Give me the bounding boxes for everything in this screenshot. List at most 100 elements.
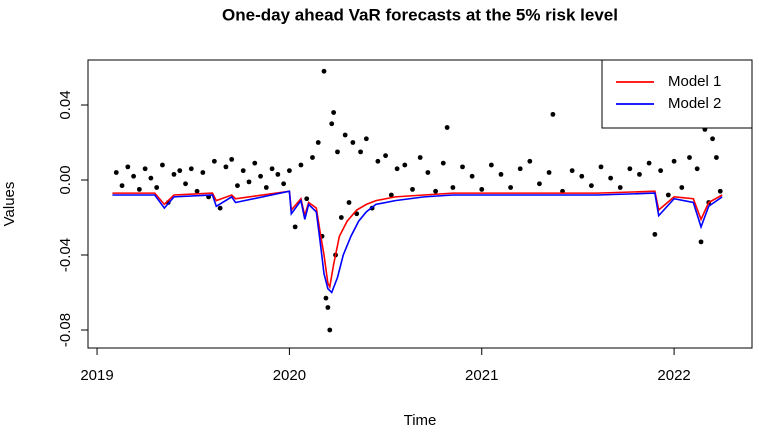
data-point bbox=[113, 170, 119, 175]
data-point bbox=[425, 170, 431, 175]
data-point bbox=[325, 305, 331, 310]
data-point bbox=[444, 125, 450, 130]
data-point bbox=[608, 175, 614, 181]
data-point bbox=[469, 173, 475, 179]
legend-label: Model 2 bbox=[668, 95, 721, 112]
y-tick-label: 0.00 bbox=[57, 165, 74, 194]
data-point bbox=[498, 171, 504, 177]
data-point bbox=[658, 168, 664, 174]
y-tick-label: -0.08 bbox=[57, 313, 74, 347]
data-point bbox=[154, 185, 160, 190]
data-point bbox=[292, 224, 298, 230]
data-point bbox=[211, 158, 217, 164]
data-point bbox=[627, 166, 633, 172]
data-point bbox=[358, 149, 363, 155]
data-point bbox=[388, 192, 394, 198]
data-point bbox=[671, 158, 677, 164]
data-point bbox=[546, 170, 552, 175]
data-point bbox=[342, 132, 348, 138]
data-point bbox=[440, 160, 446, 166]
x-tick-label: 2022 bbox=[657, 367, 690, 384]
data-point bbox=[410, 186, 415, 192]
data-point bbox=[460, 164, 465, 170]
data-point bbox=[281, 181, 287, 187]
data-point bbox=[383, 153, 388, 159]
data-point bbox=[537, 181, 542, 187]
data-point bbox=[346, 200, 352, 205]
data-point bbox=[217, 205, 223, 211]
x-axis-label: Time bbox=[404, 412, 437, 429]
data-point bbox=[183, 181, 188, 187]
data-point bbox=[375, 158, 381, 164]
data-point bbox=[335, 149, 340, 155]
y-tick-label: 0.04 bbox=[57, 90, 74, 119]
data-point bbox=[598, 164, 604, 170]
data-point bbox=[714, 155, 719, 160]
data-point bbox=[698, 239, 704, 245]
x-tick-label: 2021 bbox=[465, 367, 498, 384]
data-point bbox=[710, 136, 715, 142]
data-point bbox=[119, 183, 125, 189]
data-point bbox=[275, 171, 281, 177]
data-point bbox=[508, 185, 513, 190]
data-point bbox=[194, 188, 200, 194]
data-point bbox=[687, 155, 692, 160]
data-point bbox=[329, 121, 335, 127]
series-line bbox=[112, 190, 723, 290]
x-tick-label: 2019 bbox=[80, 367, 113, 384]
data-point bbox=[665, 192, 671, 198]
data-point bbox=[450, 185, 456, 190]
data-point bbox=[433, 188, 438, 194]
data-point bbox=[136, 186, 142, 192]
data-point bbox=[331, 110, 337, 115]
data-point bbox=[323, 295, 329, 301]
data-point bbox=[148, 175, 154, 181]
data-point bbox=[286, 168, 292, 174]
data-point bbox=[304, 196, 310, 202]
data-point bbox=[125, 164, 131, 170]
data-point bbox=[298, 162, 304, 168]
x-tick-label: 2020 bbox=[273, 367, 306, 384]
data-point bbox=[235, 183, 240, 189]
data-point bbox=[160, 162, 165, 168]
data-point bbox=[363, 136, 369, 142]
data-point bbox=[569, 168, 575, 174]
data-point bbox=[527, 158, 533, 164]
data-point bbox=[258, 173, 263, 179]
data-point bbox=[588, 183, 594, 189]
data-point bbox=[327, 327, 333, 333]
legend-box bbox=[601, 59, 753, 129]
data-point bbox=[350, 140, 356, 145]
data-point bbox=[338, 215, 344, 220]
data-point bbox=[246, 179, 252, 185]
data-point bbox=[637, 171, 642, 177]
y-axis-label: Values bbox=[1, 182, 18, 227]
chart-title: One-day ahead VaR forecasts at the 5% ri… bbox=[222, 5, 618, 24]
data-point bbox=[177, 168, 183, 174]
data-point bbox=[252, 160, 258, 166]
data-point bbox=[310, 155, 315, 160]
data-point bbox=[646, 160, 652, 166]
data-point bbox=[229, 156, 235, 162]
data-point bbox=[269, 166, 275, 172]
series-line bbox=[112, 190, 723, 294]
y-tick-label: -0.04 bbox=[57, 238, 74, 272]
data-point bbox=[550, 111, 556, 117]
data-point bbox=[717, 188, 723, 194]
legend-label: Model 1 bbox=[668, 73, 721, 90]
data-point bbox=[394, 166, 400, 172]
data-point bbox=[263, 185, 269, 190]
data-point bbox=[652, 231, 658, 237]
data-point bbox=[402, 162, 408, 168]
data-point bbox=[617, 185, 623, 190]
data-point bbox=[517, 166, 523, 172]
data-point bbox=[240, 168, 246, 174]
data-point bbox=[142, 166, 148, 172]
data-point bbox=[694, 166, 700, 172]
data-point bbox=[488, 162, 494, 168]
data-point bbox=[315, 140, 321, 145]
data-point bbox=[131, 173, 136, 179]
data-point bbox=[579, 173, 585, 179]
